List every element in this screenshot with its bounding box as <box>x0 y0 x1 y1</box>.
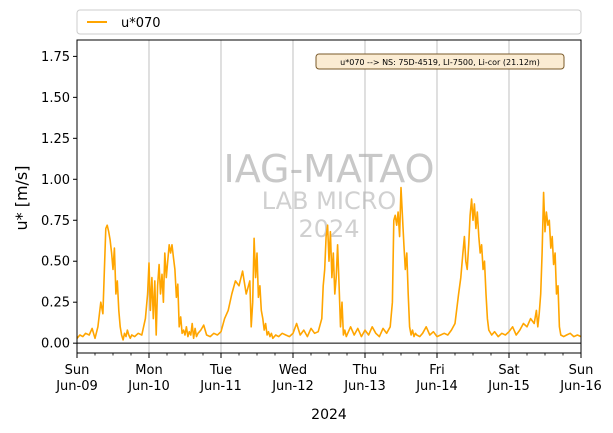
x-tick-label-weekday: Sun <box>569 363 594 378</box>
y-tick-label: 1.75 <box>41 50 70 65</box>
y-tick-label: 0.75 <box>41 214 70 229</box>
series-layer <box>76 186 582 341</box>
x-axis-title: 2024 <box>311 407 347 423</box>
watermark-line-3: 2024 <box>298 215 359 243</box>
x-tick-label-weekday: Sat <box>498 363 519 378</box>
series-line-u070 <box>76 186 582 341</box>
x-tick-label-date: Jun-10 <box>127 379 170 394</box>
watermark-line-1: IAG-MATAO <box>223 147 434 191</box>
grid-lines <box>148 40 510 353</box>
x-axis: SunJun-09MonJun-10TueJun-11WedJun-12ThuJ… <box>55 353 602 394</box>
x-tick-label-date: Jun-15 <box>487 379 530 394</box>
x-tick-label-date: Jun-14 <box>415 379 458 394</box>
y-tick-label: 1.50 <box>41 91 70 106</box>
x-tick-label-date: Jun-13 <box>343 379 386 394</box>
x-tick-label-date: Jun-11 <box>199 379 242 394</box>
x-tick-label-date: Jun-09 <box>55 379 98 394</box>
y-axis: 0.00 0.25 0.50 0.75 1.00 1.25 1.50 1.75 <box>41 50 77 352</box>
x-tick-label-date: Jun-16 <box>559 379 602 394</box>
x-tick-label-weekday: Fri <box>429 363 445 378</box>
legend-frame <box>76 9 582 35</box>
legend: u*070 <box>76 9 582 35</box>
y-tick-label: 0.00 <box>41 337 70 352</box>
x-tick-label-weekday: Tue <box>209 363 232 378</box>
annotation-box <box>315 53 565 70</box>
y-tick-label: 1.00 <box>41 173 70 188</box>
x-tick-label-weekday: Sun <box>65 363 90 378</box>
legend-label-u070: u*070 <box>121 16 161 31</box>
x-tick-label-date: Jun-12 <box>271 379 314 394</box>
annotation: u*070 --> NS: 75D-4519, LI-7500, Li-cor … <box>315 53 565 70</box>
y-tick-label: 1.25 <box>41 132 70 147</box>
x-tick-label-weekday: Thu <box>352 363 377 378</box>
y-tick-label: 0.50 <box>41 255 70 270</box>
watermark: IAG-MATAO LAB MICRO 2024 <box>223 147 434 243</box>
watermark-line-2: LAB MICRO <box>262 187 397 215</box>
x-tick-label-weekday: Wed <box>279 363 307 378</box>
y-axis-title: u* [m/s] <box>12 165 31 230</box>
x-tick-label-weekday: Mon <box>135 363 162 378</box>
y-tick-label: 0.25 <box>41 296 70 311</box>
annotation-text: u*070 --> NS: 75D-4519, LI-7500, Li-cor … <box>340 58 540 67</box>
